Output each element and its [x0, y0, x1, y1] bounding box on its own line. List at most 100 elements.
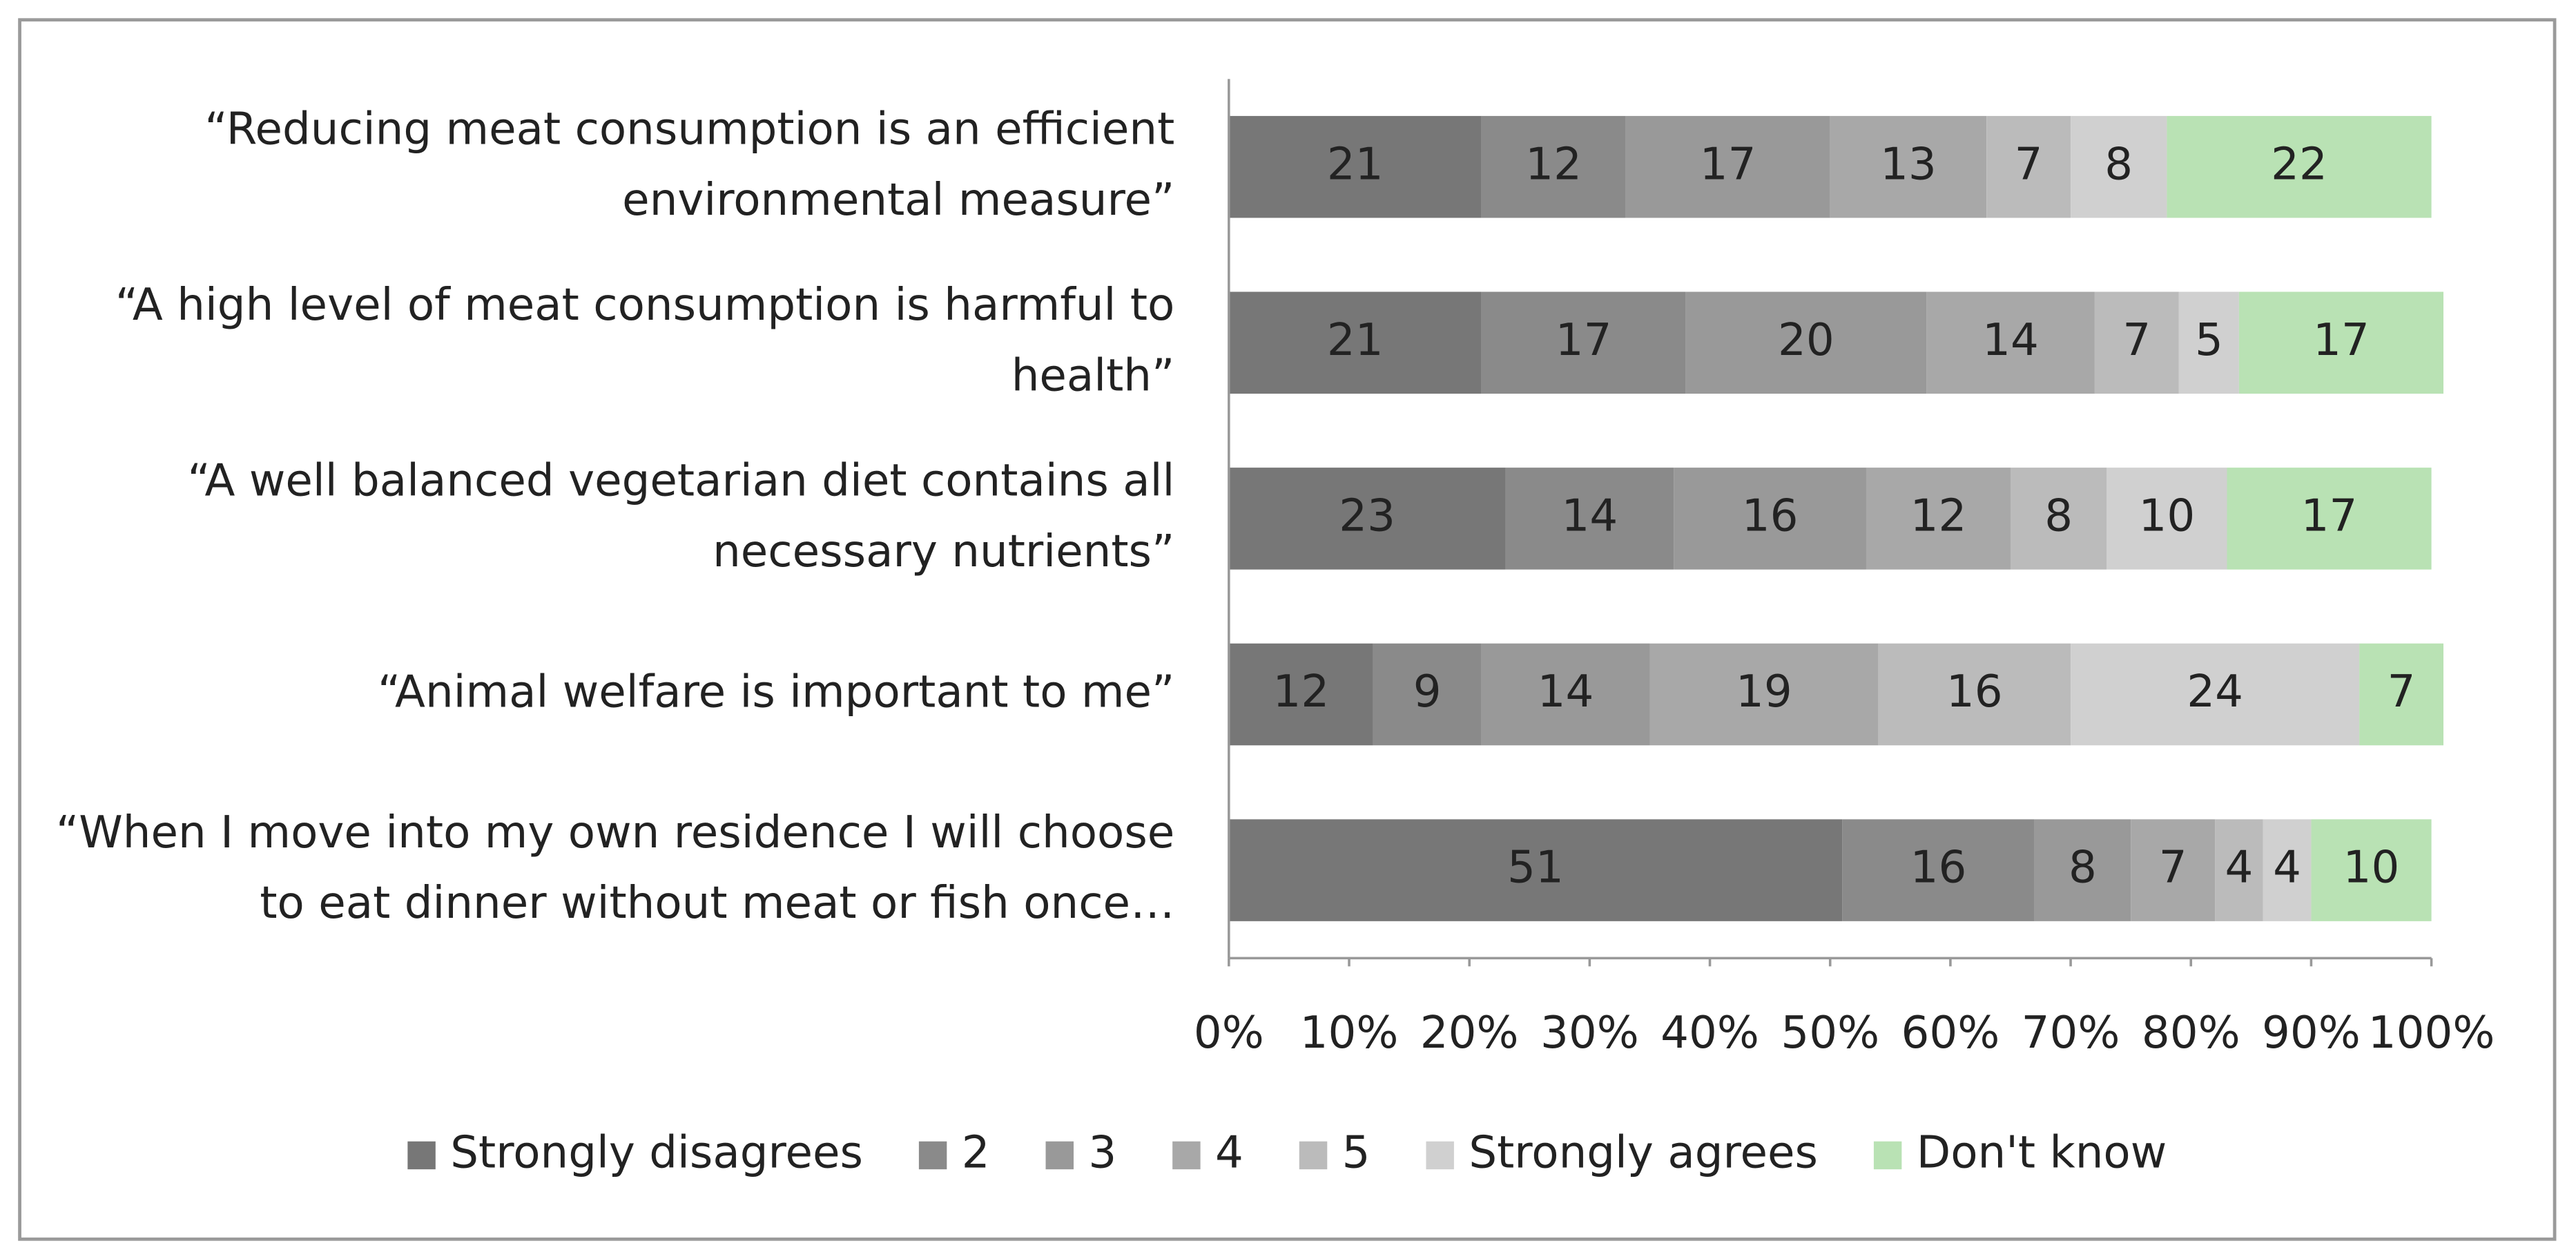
data-label: 16: [1910, 842, 1967, 894]
legend-label: 3: [1088, 1127, 1116, 1179]
bar-segment: [1373, 643, 1482, 746]
data-label: 17: [2313, 314, 2370, 366]
bar-segment: [1926, 291, 2095, 394]
bar-segment: [2071, 115, 2167, 218]
data-label: 19: [1736, 666, 1792, 718]
data-label: 14: [1561, 490, 1618, 541]
y-tick-label: “A well balanced vegetarian diet contain…: [187, 454, 1174, 577]
data-label: 5: [2195, 314, 2223, 366]
legend-swatch: [1172, 1141, 1201, 1170]
legend-label: Don't know: [1917, 1127, 2167, 1179]
bar-segment: [1228, 115, 1482, 218]
data-label: 12: [1525, 138, 1582, 190]
data-label: 8: [2069, 842, 2097, 894]
data-label: 9: [1413, 666, 1442, 718]
legend-label: Strongly agrees: [1469, 1127, 1818, 1179]
data-label: 21: [1327, 138, 1384, 190]
bar-segment: [2094, 291, 2179, 394]
x-tick-label: 20%: [1420, 1007, 1519, 1059]
x-tick-label: 30%: [1540, 1007, 1639, 1059]
data-label: 14: [1982, 314, 2039, 366]
bar-segment: [1986, 115, 2071, 218]
data-label: 4: [2225, 842, 2253, 894]
data-label: 8: [2104, 138, 2133, 190]
data-label: 16: [1946, 666, 2003, 718]
bar-segment: [2010, 468, 2107, 570]
bar-segment: [2167, 115, 2432, 218]
x-tick-label: 90%: [2262, 1007, 2361, 1059]
x-tick-label: 80%: [2142, 1007, 2240, 1059]
data-label: 17: [2301, 490, 2358, 541]
y-tick-label: “Reducing meat consumption is an efficie…: [204, 103, 1174, 225]
bar-segment: [1228, 468, 1506, 570]
legend-swatch: [1426, 1141, 1454, 1170]
bar-segment: [2263, 819, 2312, 921]
data-label: 7: [2122, 314, 2151, 366]
x-tick-label: 40%: [1660, 1007, 1759, 1059]
bar-segment: [2107, 468, 2227, 570]
bar-segment: [1228, 819, 1843, 921]
bar-segment: [2215, 819, 2263, 921]
bar-segment: [2131, 819, 2216, 921]
legend-swatch: [1045, 1141, 1074, 1170]
bar-segment: [1649, 643, 1879, 746]
data-label: 20: [1778, 314, 1834, 366]
data-label: 16: [1742, 490, 1799, 541]
data-label: 51: [1507, 842, 1564, 894]
x-tick-label: 100%: [2368, 1007, 2495, 1059]
legend-label: 2: [962, 1127, 990, 1179]
data-label: 17: [1556, 314, 1612, 366]
data-label: 21: [1327, 314, 1384, 366]
bar-segment: [1842, 819, 2035, 921]
chart-border: [18, 18, 2557, 1241]
bar-segment: [1674, 468, 1866, 570]
bar-segment: [2238, 291, 2444, 394]
bar-segment: [1228, 291, 1482, 394]
x-tick-label: 70%: [2022, 1007, 2120, 1059]
legend-swatch: [407, 1141, 436, 1170]
y-tick-label: “Animal welfare is important to me”: [378, 666, 1174, 718]
data-label: 7: [2159, 842, 2187, 894]
bar-segment: [1866, 468, 2011, 570]
legend-swatch: [918, 1141, 947, 1170]
bar-segment: [1625, 115, 1830, 218]
x-tick-label: 60%: [1901, 1007, 2000, 1059]
legend-swatch: [1299, 1141, 1328, 1170]
bar-segment: [2311, 819, 2432, 921]
legend-label: 4: [1215, 1127, 1243, 1179]
data-label: 8: [2044, 490, 2073, 541]
bar-segment: [2178, 291, 2239, 394]
bar-segment: [1228, 643, 1373, 746]
data-label: 23: [1339, 490, 1395, 541]
data-label: 4: [2273, 842, 2301, 894]
bar-segment: [1685, 291, 1927, 394]
bar-segment: [2359, 643, 2444, 746]
legend-swatch: [1873, 1141, 1902, 1170]
bar-segment: [1481, 291, 1686, 394]
bar-segment: [2034, 819, 2131, 921]
x-tick-label: 0%: [1194, 1007, 1264, 1059]
data-label: 12: [1272, 666, 1329, 718]
y-tick-label: “A high level of meat consumption is har…: [115, 279, 1174, 401]
bar-segment: [1878, 643, 2071, 746]
data-label: 10: [2139, 490, 2196, 541]
data-label: 22: [2271, 138, 2327, 190]
data-label: 24: [2187, 666, 2243, 718]
data-label: 7: [2388, 666, 2416, 718]
bar-segment: [1481, 115, 1626, 218]
data-label: 14: [1538, 666, 1594, 718]
data-label: 17: [1700, 138, 1756, 190]
data-label: 7: [2015, 138, 2043, 190]
bar-segment: [1481, 643, 1650, 746]
data-label: 13: [1880, 138, 1937, 190]
legend-label: Strongly disagrees: [450, 1127, 863, 1179]
bar-segment: [2227, 468, 2432, 570]
bar-segment: [1830, 115, 1987, 218]
legend-label: 5: [1342, 1127, 1371, 1179]
data-label: 10: [2343, 842, 2400, 894]
bar-segment: [1505, 468, 1674, 570]
x-tick-label: 50%: [1781, 1007, 1879, 1059]
x-tick-label: 10%: [1300, 1007, 1399, 1059]
bar-segment: [2071, 643, 2360, 746]
